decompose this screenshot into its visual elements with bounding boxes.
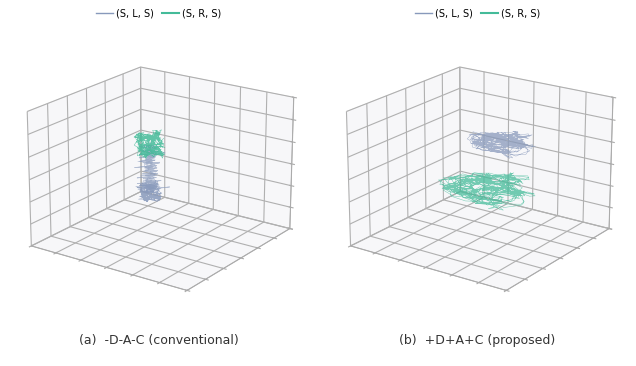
Text: (a)  -D-A-C (conventional): (a) -D-A-C (conventional) [78,334,238,347]
Text: (b)  +D+A+C (proposed): (b) +D+A+C (proposed) [399,334,556,347]
Legend: (S, L, S), (S, R, S): (S, L, S), (S, R, S) [411,5,544,23]
Legend: (S, L, S), (S, R, S): (S, L, S), (S, R, S) [92,5,225,23]
